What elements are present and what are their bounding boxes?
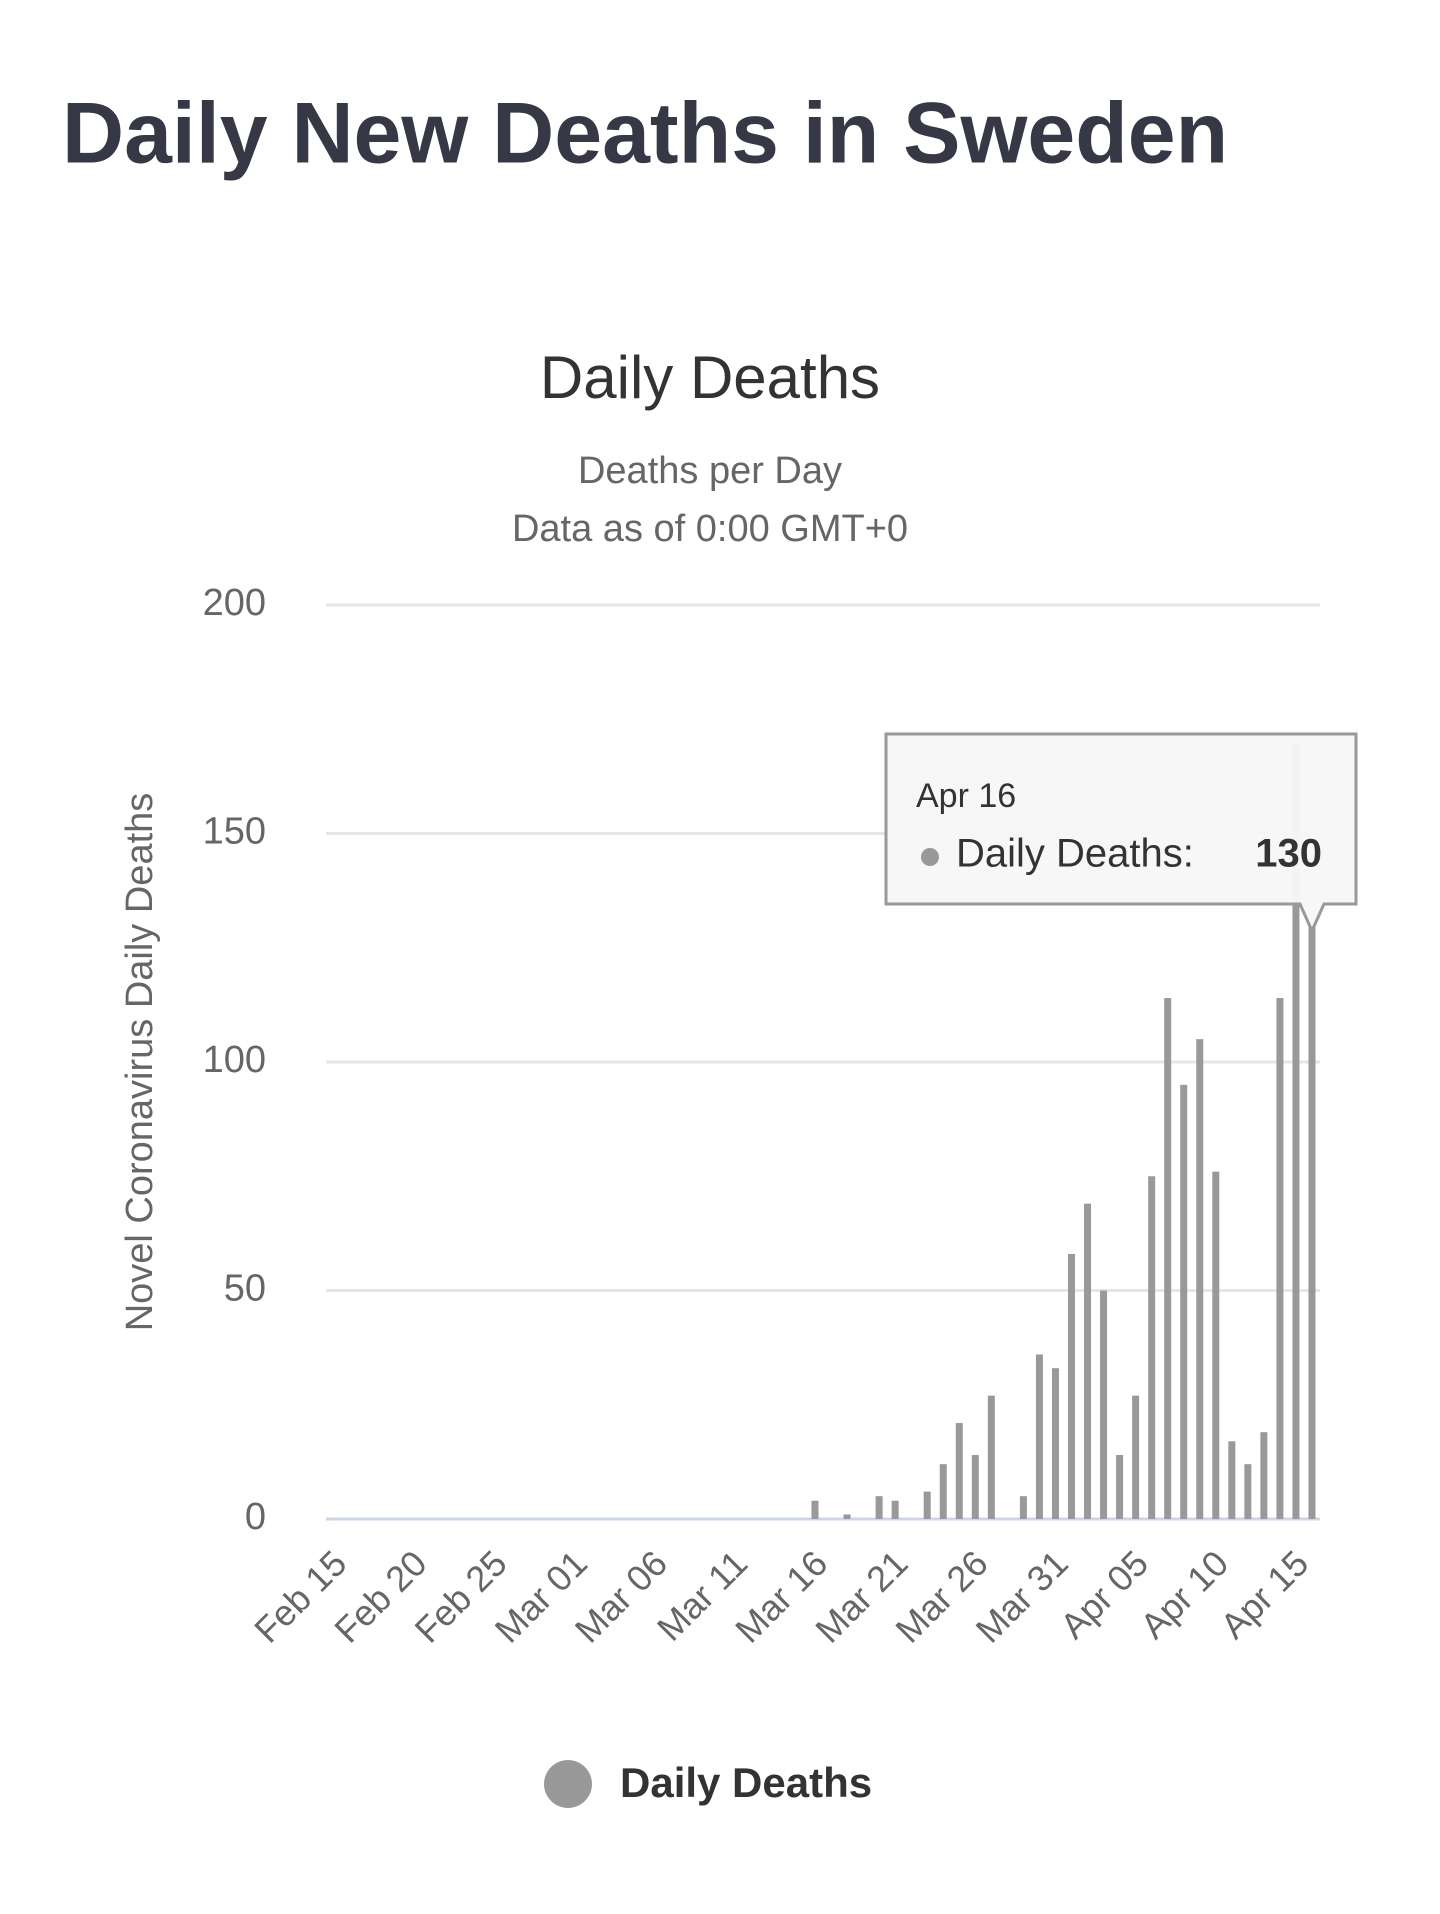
bar <box>955 1423 963 1519</box>
x-tick-label: Apr 10 <box>1132 1542 1236 1646</box>
bar <box>891 1500 899 1519</box>
bar <box>1228 1441 1236 1519</box>
y-tick-label: 150 <box>203 811 266 853</box>
bar <box>1132 1395 1140 1519</box>
bar <box>1068 1253 1075 1519</box>
bar <box>1148 1176 1156 1519</box>
x-tick-label: Mar 31 <box>968 1542 1076 1650</box>
bar <box>1244 1464 1252 1519</box>
tooltip-box <box>884 732 1358 935</box>
y-tick-label: 200 <box>203 582 266 624</box>
bar <box>1100 1290 1108 1519</box>
y-axis-title: Novel Coronavirus Daily Deaths <box>119 793 161 1332</box>
bar <box>1164 998 1172 1519</box>
page-title: Daily New Deaths in Sweden <box>62 86 1228 182</box>
bar <box>971 1455 979 1519</box>
bar <box>923 1491 931 1519</box>
x-tick-label: Apr 05 <box>1052 1542 1156 1646</box>
tooltip-date: Apr 16 <box>916 777 1016 815</box>
bar <box>1212 1171 1220 1519</box>
bar <box>1180 1084 1188 1519</box>
y-tick-label: 100 <box>203 1039 266 1081</box>
x-tick-label: Apr 15 <box>1212 1542 1316 1646</box>
tooltip: Apr 16 Daily Deaths: 130 <box>884 732 1358 935</box>
bar <box>1051 1368 1059 1519</box>
tooltip-marker <box>921 848 939 866</box>
bar <box>939 1464 947 1519</box>
bar <box>1196 1039 1204 1519</box>
bar <box>1276 998 1284 1519</box>
chart-title: Daily Deaths <box>540 344 880 411</box>
bar <box>1292 742 1300 1519</box>
y-tick-label: 50 <box>224 1268 266 1310</box>
bar <box>1084 1203 1092 1519</box>
bar <box>1116 1455 1124 1519</box>
legend-label: Daily Deaths <box>620 1759 872 1806</box>
bar <box>987 1395 995 1519</box>
bar <box>843 1514 851 1519</box>
y-tick-label: 0 <box>245 1496 266 1538</box>
bar <box>811 1500 819 1519</box>
chart-subtitle: Data as of 0:00 GMT+0 <box>512 508 908 550</box>
x-tick-label: Mar 06 <box>567 1542 675 1650</box>
bar <box>1308 924 1316 1519</box>
legend-marker <box>544 1760 592 1808</box>
bar <box>1260 1432 1268 1519</box>
bar <box>1019 1496 1027 1519</box>
tooltip-label: Daily Deaths: <box>956 832 1194 876</box>
tooltip-value: 130 <box>1255 832 1322 876</box>
bar <box>875 1496 883 1519</box>
bar <box>1035 1354 1043 1519</box>
chart-subtitle: Deaths per Day <box>578 450 842 492</box>
